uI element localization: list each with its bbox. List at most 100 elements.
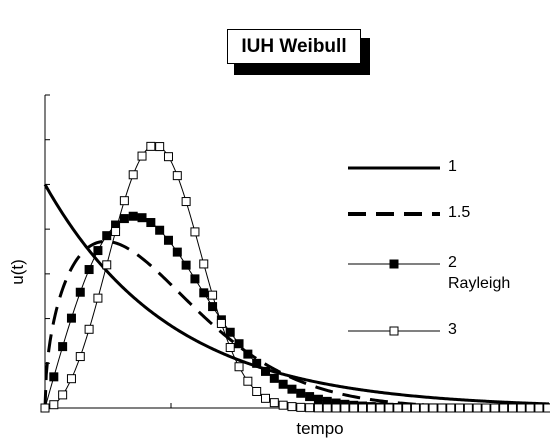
data-point [507,403,517,413]
data-point [472,403,482,413]
axes [44,94,550,409]
data-point [208,290,218,300]
data-point [243,376,253,386]
x-axis-label: tempo [296,419,344,438]
data-point [278,400,288,410]
legend-marker-4 [389,326,399,336]
data-point [349,403,359,413]
data-point [384,403,394,413]
data-point [252,386,262,396]
data-point [102,260,112,270]
data-point [419,403,429,413]
data-point [58,342,68,352]
data-point [261,393,270,403]
data-point [269,398,279,408]
data-point [58,390,68,400]
data-point [155,225,165,235]
legend-label-2: 1.5 [448,204,471,221]
data-point [163,152,173,162]
series-line-1 [43,183,550,406]
data-point [84,324,94,334]
legend-label-4: 3 [448,321,457,338]
data-point [525,403,535,413]
y-axis-label: u(t) [8,259,27,285]
data-point [455,403,465,413]
data-point [163,235,173,245]
data-point [243,349,253,359]
data-point [172,247,182,257]
data-point [490,403,500,413]
legend-label-3: 2 [448,254,457,271]
data-point [49,400,59,410]
data-point [516,403,526,413]
data-point [66,374,76,384]
data-point [190,274,200,284]
data-point [340,403,350,413]
data-point [313,403,323,413]
data-point [208,302,218,312]
data-point [322,403,332,413]
data-point [287,402,297,412]
legend-label-1: 1 [448,158,457,175]
data-point [111,227,121,237]
data-point [252,358,262,368]
data-point [305,403,315,413]
data-point [393,403,403,413]
data-point [190,227,200,237]
data-point [402,403,412,413]
data-point [437,403,447,413]
legend-sublabel-3: Rayleigh [448,275,511,292]
data-point [84,265,94,275]
data-point [481,403,491,413]
data-point [234,339,244,349]
data-point [102,231,112,241]
data-point [287,384,297,394]
data-point [499,403,509,413]
data-point [331,403,341,413]
data-point [75,352,85,362]
data-point [137,213,147,223]
data-point [155,142,165,152]
data-point [463,403,473,413]
data-point [234,362,244,372]
data-point [296,388,306,398]
data-point [128,170,138,180]
series-line-1_5 [43,239,550,410]
data-point [225,327,235,337]
data-point [137,151,147,161]
data-point [216,318,226,328]
data-point [49,372,59,382]
data-point [269,373,279,383]
data-point [40,403,50,413]
series-layer [40,141,550,413]
chart-title: IUH Weibull [227,29,361,64]
data-point [119,214,129,224]
data-point [446,403,456,413]
data-point [534,403,544,413]
data-point [261,366,270,376]
data-point [128,211,138,221]
data-point [93,246,103,256]
data-point [119,196,129,206]
data-point [181,197,191,207]
data-point [313,394,323,404]
data-point [543,403,550,413]
data-point [66,313,76,323]
data-point [410,403,420,413]
data-point [93,293,103,303]
data-point [146,141,156,151]
data-point [75,287,85,297]
data-point [305,392,315,402]
data-point [172,171,182,181]
legend-layer [348,166,440,336]
data-point [366,403,376,413]
data-point [146,218,156,228]
legend-marker-3 [389,259,399,269]
data-point [296,402,306,412]
data-point [278,379,288,389]
data-point [375,403,385,413]
data-point [181,260,191,270]
data-point [199,288,209,298]
data-point [428,403,438,413]
